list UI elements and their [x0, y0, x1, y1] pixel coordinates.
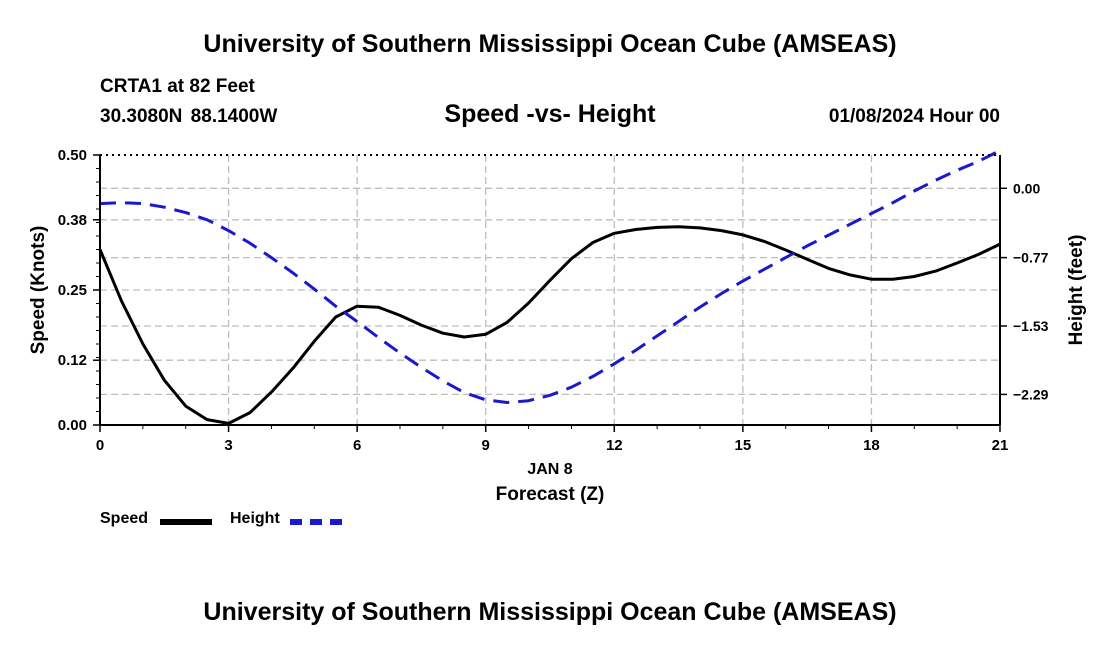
x-tick-label: 15	[735, 437, 752, 454]
footer-title: University of Southern Mississippi Ocean…	[203, 598, 897, 626]
x-tick-label: 9	[482, 437, 490, 454]
y-tick-label: 0.38	[58, 212, 87, 229]
y-tick-label: 0.25	[58, 282, 87, 299]
station-coordinates: 30.3080N 88.1400W	[100, 106, 278, 127]
y2-tick-label: −1.53	[1013, 318, 1049, 334]
x-axis-title: Forecast (Z)	[496, 484, 605, 505]
x-tick-label: 3	[224, 437, 232, 454]
y-axis-title: Speed (Knots)	[28, 226, 49, 355]
x-axis-date-label: JAN 8	[527, 461, 572, 478]
x-tick-label: 18	[863, 437, 880, 454]
y2-axis-title: Height (feet)	[1066, 235, 1087, 346]
x-tick-label: 21	[992, 437, 1009, 454]
speed-series-line	[98, 225, 1001, 425]
y-tick-label: 0.12	[58, 352, 87, 369]
x-tick-label: 0	[96, 437, 104, 454]
y2-tick-label: −2.29	[1013, 386, 1049, 402]
page-title: University of Southern Mississippi Ocean…	[203, 30, 897, 58]
legend-speed-label: Speed	[100, 510, 149, 527]
y2-tick-label: −0.77	[1013, 250, 1049, 266]
legend-height-label: Height	[230, 510, 280, 527]
series-lines	[98, 149, 1001, 425]
x-tick-label: 6	[353, 437, 361, 454]
height-series-line	[99, 149, 1001, 404]
grid-lines	[100, 155, 1000, 425]
y-tick-label: 0.00	[58, 417, 87, 434]
legend-height-swatch	[290, 519, 342, 525]
station-label: CRTA1 at 82 Feet	[100, 76, 255, 97]
axes	[93, 154, 1007, 432]
chart-title: Speed -vs- Height	[444, 100, 656, 128]
forecast-datetime: 01/08/2024 Hour 00	[828, 106, 1000, 127]
tick-labels: 0 3 6 9 12 15 18 21 0.00 0.12 0.25 0.38 0.50 −2.29 −1.…	[28, 147, 1087, 505]
x-tick-label: 12	[606, 437, 623, 454]
legend-speed-swatch	[160, 519, 212, 525]
y-tick-label: 0.50	[58, 147, 87, 164]
y2-tick-label: 0.00	[1013, 180, 1040, 196]
